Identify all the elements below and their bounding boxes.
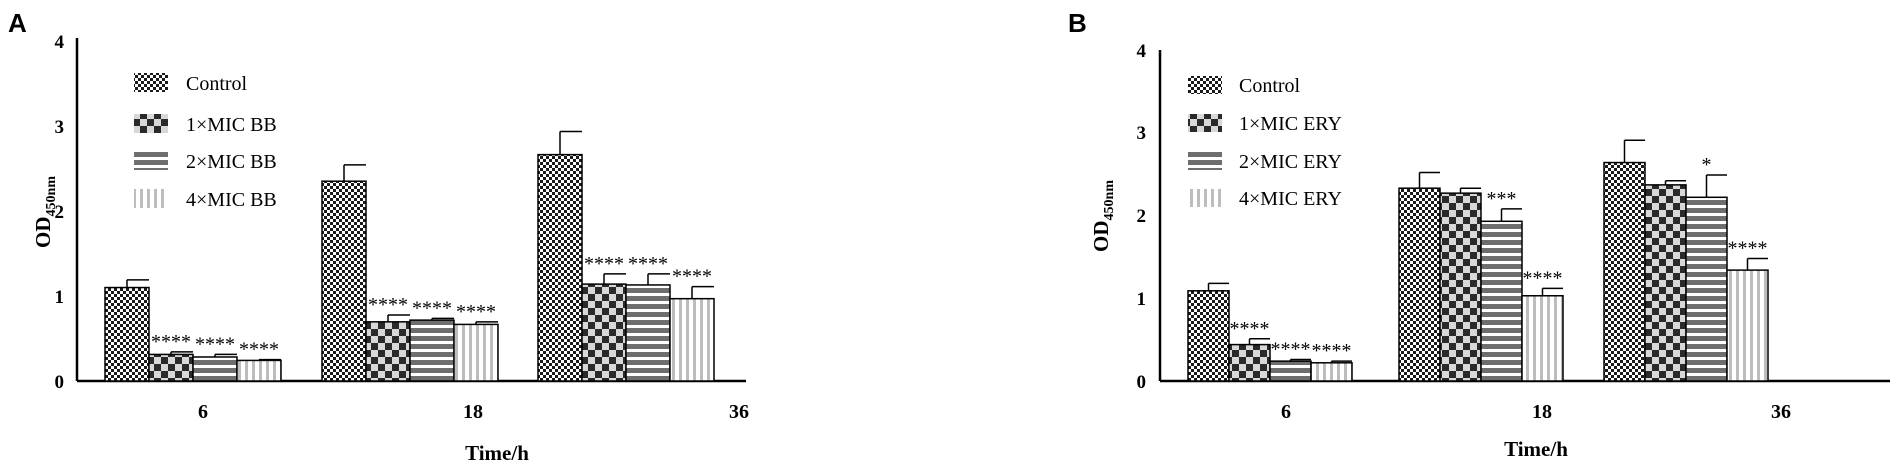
panel-b-bars: ******** **************** [1187, 139, 1769, 382]
panel-a-bar-control-36h [537, 153, 583, 382]
panel-b-bar-control-6h [1187, 290, 1230, 382]
panel-b-bar-1x-36h [1644, 184, 1687, 382]
panel-a-ytick-label-1: 1 [55, 287, 65, 308]
panel-b-legend-swatch-2x [1188, 152, 1222, 170]
panel-a-x-axis-title: Time/h [465, 441, 529, 465]
panel-b-y-axis-title-subscript: 450nm [1102, 180, 1117, 221]
panel-b-xtick-label-2: 36 [1771, 401, 1791, 423]
panel-a: A 0 1 2 3 4 6 18 36 Time/h OD450nm Contr… [8, 8, 749, 465]
panel-b-legend-label-4x: 4×MIC ERY [1239, 188, 1342, 210]
panel-a-bar-2x-6h [192, 356, 238, 382]
panel-b-bar-4x-18h-significance-label: **** [1523, 267, 1563, 289]
panel-a-xtick-label-0: 6 [198, 401, 208, 423]
panel-b-bar-1x-6h-significance-label: **** [1230, 318, 1270, 340]
panel-b-ytick-label-1: 1 [1137, 289, 1147, 310]
panel-b-y-axis-title-main: OD [1089, 220, 1113, 252]
panel-b-letter: B [1068, 8, 1087, 38]
panel-b-bar-1x-6h [1228, 343, 1271, 382]
panel-a-ytick-label-0: 0 [55, 372, 65, 393]
panel-a-bar-control-18h [321, 180, 367, 382]
panel-b-xtick-label-0: 6 [1281, 401, 1291, 423]
panel-b-xtick-label-1: 18 [1532, 401, 1552, 423]
panel-a-bar-2x-18h-significance-label: **** [412, 297, 452, 319]
panel-b-bar-4x-6h [1310, 362, 1353, 382]
panel-a-bar-1x-6h [148, 353, 194, 382]
panel-b-legend-label-2x: 2×MIC ERY [1239, 151, 1342, 173]
panel-a-bar-1x-36h-significance-label: **** [584, 253, 624, 275]
panel-a-bar-2x-36h-significance-label: **** [628, 253, 668, 275]
panel-a-legend-swatch-1x [134, 114, 168, 133]
panel-a-bar-1x-6h-significance-label: **** [151, 331, 191, 353]
panel-b-ytick-label-2: 2 [1137, 206, 1147, 227]
panel-b-bar-2x-36h [1685, 196, 1728, 382]
panel-a-legend: Control 1×MIC BB 2×MIC BB 4×MIC BB [134, 73, 277, 211]
panel-b-y-axis-title: OD450nm [1089, 180, 1117, 252]
panel-a-legend-swatch-control [134, 73, 168, 92]
panel-b: B 0 1 2 3 4 6 18 36 Time/h OD450nm Contr… [1068, 8, 1890, 461]
panel-b-ytick-label-0: 0 [1137, 372, 1147, 393]
panel-a-ytick-label-2: 2 [55, 202, 65, 223]
panel-a-ytick-label-4: 4 [55, 32, 65, 53]
panel-b-legend: Control 1×MIC ERY 2×MIC ERY 4×MIC ERY [1188, 75, 1342, 210]
panel-b-bar-2x-36h-significance-label: * [1702, 154, 1712, 176]
panel-a-y-axis-title-main: OD [31, 216, 55, 248]
panel-b-legend-label-control: Control [1239, 75, 1301, 97]
panel-a-bar-control-6h [104, 286, 150, 382]
panel-b-x-axis-title: Time/h [1504, 437, 1568, 461]
panel-a-bar-1x-36h [581, 283, 627, 382]
panel-a-bar-2x-18h [409, 319, 455, 382]
panel-a-xtick-label-1: 18 [463, 401, 483, 423]
panel-b-bar-2x-6h [1269, 360, 1312, 382]
panel-b-ytick-label-3: 3 [1137, 123, 1147, 144]
panel-a-legend-label-1x: 1×MIC BB [186, 114, 277, 136]
panel-b-ytick-label-4: 4 [1137, 41, 1147, 62]
panel-a-letter: A [8, 8, 27, 38]
panel-b-bar-4x-36h [1726, 269, 1769, 382]
panel-b-bar-control-36h [1603, 161, 1646, 382]
panel-b-legend-swatch-1x [1188, 114, 1222, 132]
panel-a-bar-4x-36h [669, 297, 715, 382]
panel-b-bar-4x-6h-significance-label: **** [1312, 340, 1352, 362]
panel-b-legend-swatch-control [1188, 76, 1222, 94]
panel-b-bar-1x-18h [1439, 192, 1482, 382]
panel-a-bar-1x-18h-significance-label: **** [368, 294, 408, 316]
panel-b-bar-2x-18h [1480, 220, 1523, 382]
panel-a-bar-4x-18h-significance-label: **** [456, 301, 496, 323]
panel-a-y-axis-title-subscript: 450nm [44, 176, 59, 217]
panel-a-ytick-label-3: 3 [55, 117, 65, 138]
panel-a-legend-swatch-4x [134, 189, 168, 208]
panel-a-bar-4x-36h-significance-label: **** [672, 266, 712, 288]
panel-a-legend-label-control: Control [186, 73, 248, 95]
panel-a-bar-2x-36h [625, 284, 671, 382]
panel-a-bar-4x-18h [453, 323, 499, 382]
panel-a-bar-4x-6h-significance-label: **** [239, 339, 279, 361]
panel-a-bar-4x-6h [236, 359, 282, 382]
panel-a-legend-label-4x: 4×MIC BB [186, 189, 277, 211]
panel-a-xtick-label-2: 36 [729, 401, 749, 423]
panel-b-legend-swatch-4x [1188, 189, 1222, 207]
panel-a-legend-label-2x: 2×MIC BB [186, 151, 277, 173]
panel-b-bar-2x-18h-significance-label: *** [1487, 188, 1517, 210]
panel-b-bar-2x-6h-significance-label: **** [1271, 338, 1311, 360]
panel-b-bar-control-18h [1398, 187, 1441, 382]
panel-a-bar-1x-18h [365, 321, 411, 382]
panel-a-bars: **** **** ******** **** ******** ******** [104, 130, 715, 382]
panel-b-bar-4x-36h-significance-label: **** [1728, 238, 1768, 260]
panel-a-bar-2x-6h-significance-label: **** [195, 333, 235, 355]
panel-a-legend-swatch-2x [134, 151, 168, 170]
panel-a-y-axis-title: OD450nm [31, 176, 59, 248]
panel-b-bar-4x-18h [1521, 295, 1564, 382]
panel-b-legend-label-1x: 1×MIC ERY [1239, 113, 1342, 135]
